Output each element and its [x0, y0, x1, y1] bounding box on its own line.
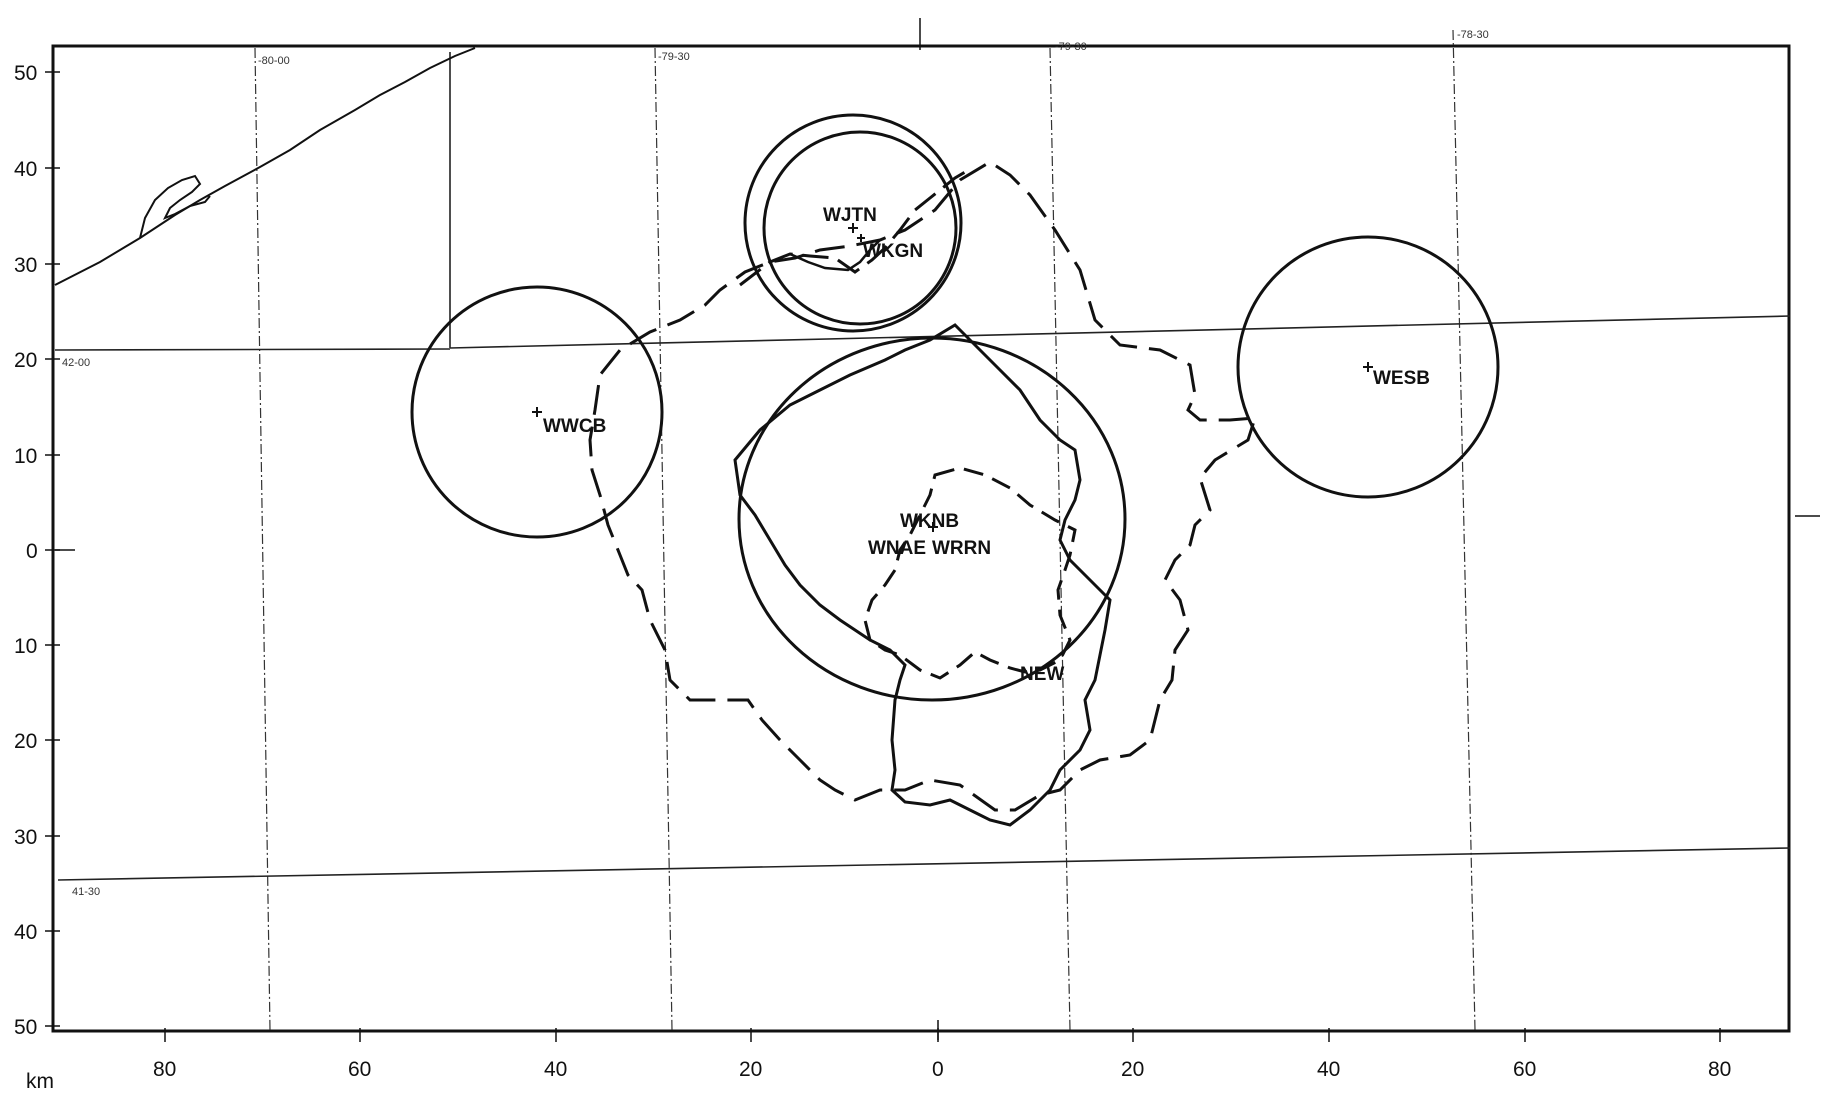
station-label-wesb: WESB	[1373, 368, 1430, 389]
grid-label-lon-79-30-right: -79-30	[1055, 41, 1087, 53]
y-tick-label: 30	[14, 254, 37, 277]
y-tick-label: 30	[14, 826, 37, 849]
station-label-wrrn: WRRN	[932, 538, 991, 559]
circle-wkgn-inner	[762, 130, 958, 326]
x-tick-label: 40	[544, 1058, 567, 1081]
x-tick-label: 60	[348, 1058, 371, 1081]
circle-wesb	[1236, 235, 1500, 499]
x-tick-label: 20	[1121, 1058, 1144, 1081]
y-tick-label: 50	[14, 62, 37, 85]
contour-large-dashed	[588, 160, 1258, 812]
x-tick-label: 80	[153, 1058, 176, 1081]
coverage-circles	[410, 113, 1500, 702]
y-tick-label: 10	[14, 445, 37, 468]
unit-label: km	[26, 1070, 54, 1093]
circle-wwcb	[410, 285, 664, 539]
lat-lines	[54, 52, 1791, 881]
marker-wknb	[928, 522, 938, 532]
y-tick-label: 0	[26, 540, 38, 563]
marker-wjtn	[848, 223, 858, 233]
circle-wjtn-outer	[743, 113, 963, 333]
y-tick-label: 20	[14, 730, 37, 753]
station-label-wnae: WNAE	[868, 538, 926, 559]
grid-lines	[254, 29, 1476, 1031]
y-tick-label: 40	[14, 921, 37, 944]
y-tick-label: 10	[14, 635, 37, 658]
y-tick-label: 20	[14, 349, 37, 372]
x-tick-label: 60	[1513, 1058, 1536, 1081]
grid-label-lat-41-30: 41-30	[72, 886, 100, 898]
grid-label-lon-78-30: -78-30	[1457, 29, 1489, 41]
station-markers	[532, 223, 1373, 532]
grid-label-lon-79-30-left: -79-30	[658, 51, 690, 63]
shoreline	[54, 47, 476, 286]
marker-wkgn	[857, 234, 865, 242]
marker-wesb	[1363, 362, 1373, 372]
grid-label-lon-80-00: -80-00	[258, 55, 290, 67]
station-label-wkgn: WKGN	[863, 241, 923, 262]
station-label-wknb: WKNB	[900, 511, 959, 532]
station-label-wjtn: WJTN	[823, 205, 877, 226]
x-axis: 80 60 40 20 0 20 40 60 80 km	[26, 1028, 1731, 1093]
contour-solid	[733, 323, 1112, 827]
station-label-wwcb: WWCB	[543, 416, 606, 437]
x-tick-label: 40	[1317, 1058, 1340, 1081]
contour-inner-dashed	[863, 466, 1077, 680]
y-axis: 50 40 30 20 10 0 10 20 30 40 50	[14, 62, 60, 1039]
map-frame	[51, 44, 1791, 1033]
grid-label-lat-42-00: 42-00	[62, 357, 90, 369]
y-tick-label: 50	[14, 1016, 37, 1039]
contour-upper-solid	[789, 239, 881, 272]
x-tick-label: 80	[1708, 1058, 1731, 1081]
marker-wwcb	[532, 407, 542, 417]
x-tick-label: 20	[739, 1058, 762, 1081]
x-tick-label: 0	[932, 1058, 944, 1081]
y-tick-label: 40	[14, 158, 37, 181]
station-label-new: NEW	[1020, 664, 1064, 685]
shoreline-peninsula	[139, 174, 211, 239]
